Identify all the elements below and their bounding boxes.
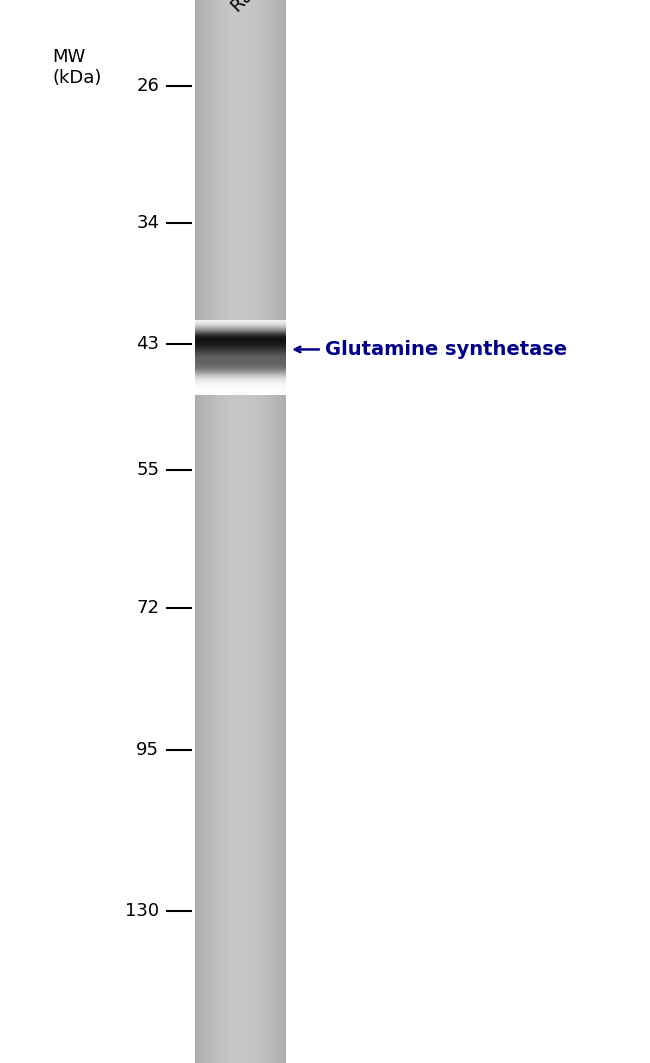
Text: 55: 55 (136, 460, 159, 478)
Text: 26: 26 (136, 77, 159, 95)
Text: Rat brain: Rat brain (227, 0, 299, 16)
Text: 43: 43 (136, 335, 159, 353)
Text: 34: 34 (136, 214, 159, 232)
Text: Glutamine synthetase: Glutamine synthetase (325, 340, 567, 359)
Text: 130: 130 (125, 901, 159, 919)
Text: 95: 95 (136, 741, 159, 759)
Text: 72: 72 (136, 598, 159, 617)
Text: MW
(kDa): MW (kDa) (52, 48, 101, 87)
